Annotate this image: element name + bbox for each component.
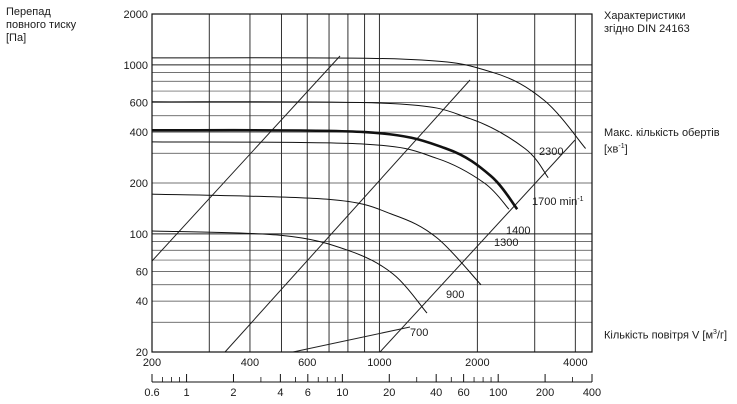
speed-diagonal [224,79,471,353]
secondary-tick-label: 100 [489,387,507,399]
y-tick-label: 600 [130,97,148,109]
y-tick-label: 1000 [124,60,148,72]
fan-curve-900 [151,193,482,286]
speed-unit: [хв [604,143,619,156]
secondary-tick-label: 200 [536,387,554,399]
speed-unit-close: ] [624,143,628,156]
secondary-x-axis: 0.6 1 2 4 6 10 20 40 60 100 200 400 [144,374,601,399]
secondary-tick-label: 6 [305,387,311,399]
y-tick-label: 2000 [124,9,148,21]
speed-unit-sup: -1 [618,143,625,150]
x-axis-title: Кількість повітря V [м3/г] [604,326,727,343]
fan-curve-1300 [151,141,510,210]
fan-curve-1400 [151,128,519,211]
y-axis-title-line: [Па] [6,32,27,44]
secondary-tick-label: 20 [383,387,395,399]
curve-label: 700 [410,327,428,339]
secondary-tick-label: 1 [184,387,190,399]
x-axis-title-sup: 3 [713,329,717,336]
x-tick-label: 4000 [563,357,587,369]
x-tick-label: 200 [143,357,161,369]
x-axis-title-text: Кількість повітря V [м [604,329,714,342]
curve-label: 1700 min-1 [532,196,584,208]
standard-label-line: згідно DIN 24163 [604,23,690,35]
x-tick-label: 400 [241,357,259,369]
curve-label: 2300 [539,146,563,158]
fan-curve-700 [151,230,428,314]
y-axis-title-line: Перепад [6,6,51,18]
speed-diagonals [151,55,576,353]
curve-label: 900 [446,289,464,301]
y-axis-title: Перепад повного тиску [Па] [6,6,76,45]
speed-label: Макс. кількість обертів [хв-1] [604,127,720,157]
fan-curves [151,57,586,314]
speed-diagonal [292,326,411,353]
secondary-tick-label: 2 [230,387,236,399]
fan-curve-1700-min [151,101,549,179]
x-tick-label: 2000 [465,357,489,369]
x-tick-label: 600 [298,357,316,369]
speed-diagonal [151,55,341,262]
minor-grid [152,72,592,323]
standard-label: Характеристики згідно DIN 24163 [604,10,690,36]
secondary-tick-label: 10 [336,387,348,399]
y-tick-label: 40 [136,296,148,308]
y-tick-label: 200 [130,178,148,190]
x-tick-label: 1000 [367,357,391,369]
x-axis-title-close: /г] [716,329,728,342]
secondary-tick-label: 60 [457,387,469,399]
secondary-tick-label: 0.6 [144,387,159,399]
curve-label-sup: -1 [577,196,583,203]
speed-label-text: Макс. кількість обертів [604,127,720,139]
y-axis-title-line: повного тиску [6,19,77,31]
y-tick-label: 100 [130,229,148,241]
standard-label-line: Характеристики [604,10,686,22]
speed-diagonal [379,139,576,353]
plot-border [151,13,593,353]
secondary-tick-label: 400 [583,387,601,399]
axis-ticks: 20 40 60 100 200 400 600 1000 2000 200 400 600 1000 2… [124,9,588,369]
curve-label: 1300 [494,237,518,249]
y-tick-label: 400 [130,127,148,139]
plot-frame [151,13,593,353]
y-tick-label: 60 [136,266,148,278]
secondary-tick-label: 40 [430,387,442,399]
fan-curve-2300 [151,57,586,149]
y-tick-label: 20 [136,347,148,359]
curve-label: 1400 [506,225,530,237]
secondary-tick-label: 4 [277,387,283,399]
major-grid [152,14,592,352]
